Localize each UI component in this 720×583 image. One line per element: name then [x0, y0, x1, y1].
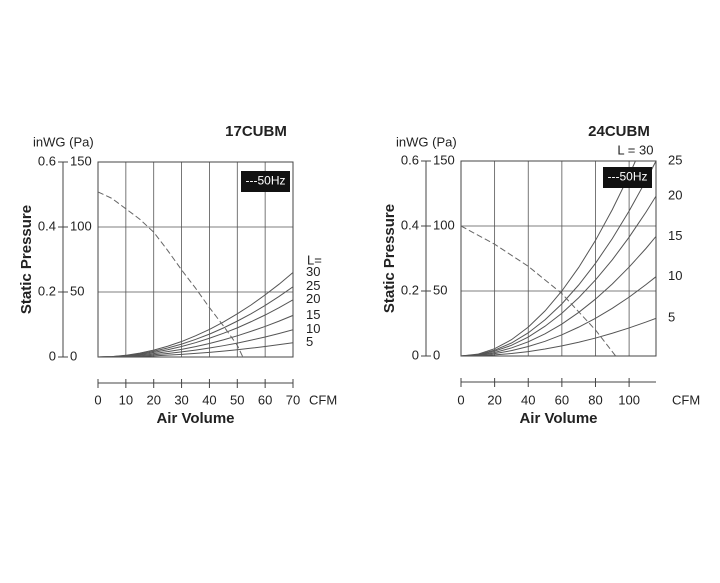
y-tick-label: 0: [70, 348, 77, 363]
series-line: [461, 161, 656, 356]
y2-tick-label: 0.4: [38, 218, 56, 233]
x-tick-label: 0: [94, 392, 101, 407]
x-tick-label: 10: [119, 392, 133, 407]
series-line: [461, 317, 656, 356]
x-axis-title: Air Volume: [519, 410, 597, 427]
series-label: 30: [306, 264, 320, 279]
x-tick-label: 30: [174, 392, 188, 407]
series-line: [461, 225, 617, 356]
y-axis-title: Static Pressure: [18, 205, 35, 314]
y-tick-label: 100: [70, 218, 92, 233]
legend-box: [603, 167, 652, 188]
series-line: [98, 272, 293, 357]
x-tick-label: 20: [487, 392, 501, 407]
y-units: inWG (Pa): [396, 134, 457, 149]
y2-tick-label: 0: [412, 347, 419, 362]
plot-clip: [98, 191, 293, 357]
y2-tick-label: 0: [49, 348, 56, 363]
series-label: L = 30: [617, 142, 653, 157]
x-axis-title: Air Volume: [156, 410, 234, 427]
x-tick-label: 20: [146, 392, 160, 407]
legend-box: [241, 171, 290, 192]
plot-frame: [460, 160, 657, 357]
x-tick-label: 60: [258, 392, 272, 407]
series-label: 5: [668, 310, 675, 325]
x-units: CFM: [672, 392, 700, 407]
x-tick-label: 40: [521, 392, 535, 407]
x-tick-label: 80: [588, 392, 602, 407]
y-tick-label: 50: [433, 282, 447, 297]
y2-tick-label: 0.2: [38, 283, 56, 298]
x-units: CFM: [309, 392, 337, 407]
x-tick-label: 100: [618, 392, 640, 407]
series-label: 15: [668, 228, 682, 243]
legend-label: ---50Hz: [607, 170, 647, 184]
y2-tick-label: 0.6: [38, 153, 56, 168]
series-line: [98, 191, 244, 357]
y-units: inWG (Pa): [33, 134, 94, 149]
series-label: 25: [668, 152, 682, 167]
y2-tick-label: 0.2: [401, 282, 419, 297]
legend-title: L=: [307, 252, 322, 267]
y-tick-label: 0: [433, 347, 440, 362]
series-label: 20: [668, 188, 682, 203]
x-tick-label: 40: [202, 392, 216, 407]
x-tick-label: 60: [555, 392, 569, 407]
plot-frame: [97, 161, 294, 358]
plot-clip: [461, 161, 656, 356]
series-line: [98, 299, 293, 357]
x-tick-label: 70: [286, 392, 300, 407]
y-tick-label: 50: [70, 283, 84, 298]
series-line: [98, 342, 293, 357]
series-label: 5: [306, 334, 313, 349]
series-label: 15: [306, 307, 320, 322]
y-tick-label: 150: [70, 153, 92, 168]
series-label: 10: [668, 268, 682, 283]
y-axis-title: Static Pressure: [381, 204, 398, 313]
chart-title: 24CUBM: [588, 123, 650, 140]
y-tick-label: 150: [433, 152, 455, 167]
series-line: [461, 236, 656, 356]
y2-tick-label: 0.4: [401, 217, 419, 232]
x-tick-label: 0: [457, 392, 464, 407]
y2-tick-label: 0.6: [401, 152, 419, 167]
y-tick-label: 100: [433, 217, 455, 232]
series-line: [461, 195, 656, 356]
series-label: 25: [306, 278, 320, 293]
x-tick-label: 50: [230, 392, 244, 407]
series-label: 10: [306, 321, 320, 336]
chart-title: 17CUBM: [225, 123, 287, 140]
series-line: [461, 276, 656, 356]
series-label: 20: [306, 291, 320, 306]
legend-label: ---50Hz: [245, 174, 285, 188]
